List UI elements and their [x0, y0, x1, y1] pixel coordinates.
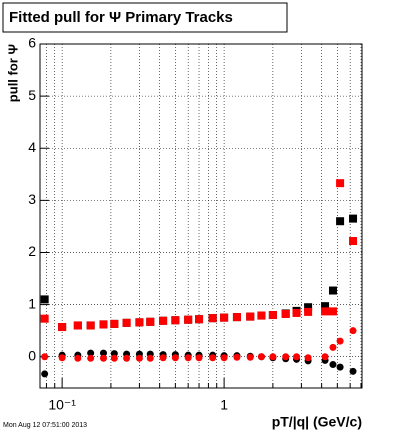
point	[58, 323, 67, 332]
point	[328, 307, 337, 316]
point	[73, 321, 82, 330]
point	[171, 354, 179, 362]
y-tick-label: 2	[28, 243, 36, 259]
point	[349, 367, 357, 375]
point	[220, 354, 228, 362]
x-axis-label: pT/|q| (GeV/c)	[272, 414, 362, 430]
point	[99, 354, 107, 362]
point	[195, 354, 203, 362]
point	[269, 353, 277, 361]
point	[135, 354, 143, 362]
point	[281, 309, 290, 318]
point	[349, 237, 358, 246]
point	[40, 295, 49, 304]
point	[321, 307, 330, 316]
point	[328, 286, 337, 295]
point	[349, 327, 357, 335]
point	[159, 354, 167, 362]
point	[87, 354, 95, 362]
y-tick-label: 0	[28, 347, 36, 363]
point	[293, 353, 301, 361]
y-tick-label: 6	[28, 35, 36, 51]
plot-frame	[39, 43, 363, 389]
point	[304, 354, 312, 362]
y-tick-label: 5	[28, 87, 36, 103]
point	[58, 354, 66, 362]
point	[336, 363, 344, 371]
point	[282, 353, 290, 361]
title-box	[2, 2, 288, 33]
point	[41, 370, 49, 378]
point	[99, 320, 108, 329]
point	[135, 318, 144, 327]
point	[304, 307, 313, 316]
y-axis-label: pull for Ψ	[5, 44, 20, 102]
point	[329, 343, 337, 351]
point	[171, 316, 180, 325]
point	[329, 361, 337, 369]
point	[336, 179, 345, 188]
x-tick-label: 1	[220, 397, 228, 413]
point	[349, 214, 358, 223]
point	[184, 354, 192, 362]
y-tick-label: 4	[28, 139, 36, 155]
point	[87, 349, 95, 357]
point	[110, 319, 119, 328]
point	[209, 354, 217, 362]
point	[122, 318, 131, 327]
point	[246, 353, 254, 361]
point	[110, 354, 118, 362]
point	[74, 354, 82, 362]
point	[159, 316, 168, 325]
point	[184, 315, 193, 324]
point	[195, 315, 204, 324]
point	[246, 312, 255, 321]
point	[292, 308, 301, 317]
point	[257, 311, 266, 320]
point	[41, 353, 49, 361]
point	[336, 217, 345, 226]
timestamp: Mon Aug 12 07:51:00 2013	[3, 422, 87, 429]
point	[336, 337, 344, 345]
chart-title: Fitted pull for Ψ Primary Tracks	[9, 9, 233, 26]
point	[99, 349, 107, 357]
point	[86, 321, 95, 330]
point	[321, 353, 329, 361]
x-tick-label: 10⁻¹	[48, 397, 76, 413]
point	[232, 313, 241, 322]
point	[233, 353, 241, 361]
point	[123, 354, 131, 362]
point	[220, 313, 229, 322]
point	[146, 354, 154, 362]
point	[257, 353, 265, 361]
point	[208, 314, 217, 323]
point	[40, 314, 49, 323]
y-tick-label: 3	[28, 191, 36, 207]
point	[146, 317, 155, 326]
point	[304, 303, 313, 312]
point	[268, 311, 277, 320]
y-tick-label: 1	[28, 295, 36, 311]
point	[321, 302, 330, 311]
